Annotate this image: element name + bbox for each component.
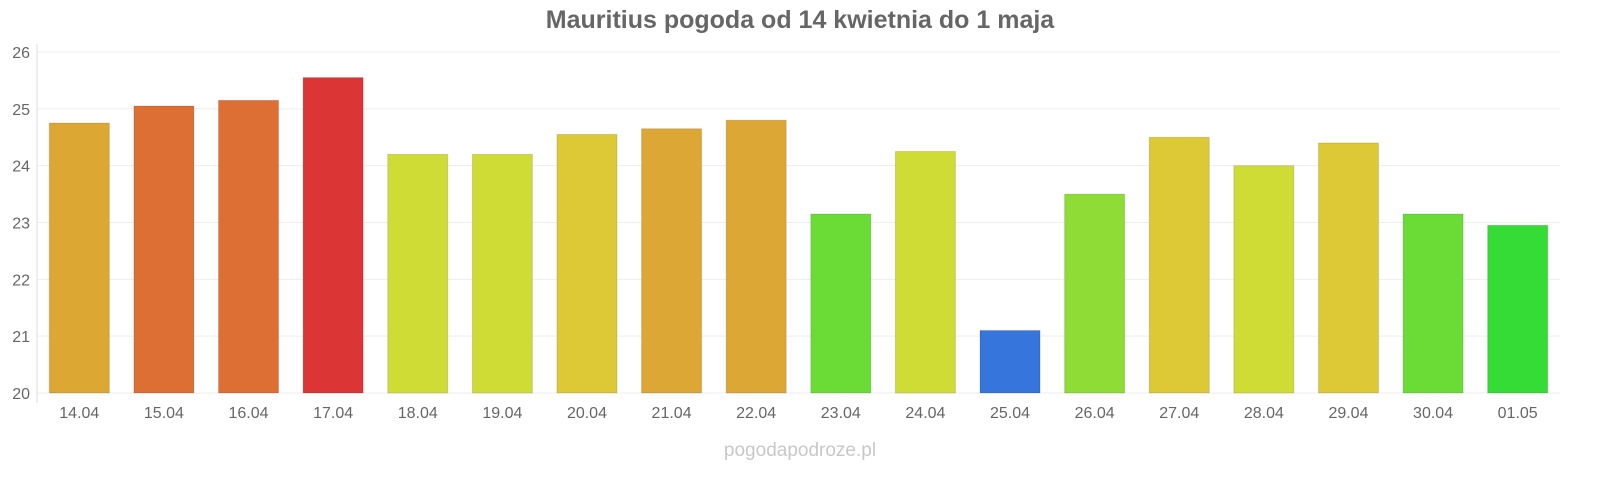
y-tick-label: 22	[12, 272, 30, 289]
x-tick-label: 16.04	[229, 405, 269, 422]
bar	[471, 153, 533, 394]
bar	[1148, 136, 1210, 394]
x-tick-label: 29.04	[1328, 405, 1368, 422]
x-tick-label: 25.04	[990, 405, 1030, 422]
x-tick-label: 01.05	[1498, 405, 1538, 422]
x-tick-label: 22.04	[736, 405, 776, 422]
y-tick-label: 24	[12, 159, 30, 176]
x-tick-label: 24.04	[905, 405, 945, 422]
y-tick-label: 25	[12, 102, 30, 119]
bar	[133, 105, 195, 394]
bar	[641, 128, 703, 394]
x-tick-label: 30.04	[1413, 405, 1453, 422]
x-tick-label: 26.04	[1075, 405, 1115, 422]
bar	[1233, 165, 1295, 394]
x-tick-label: 15.04	[144, 405, 184, 422]
y-tick-label: 20	[12, 386, 30, 403]
x-tick-label: 21.04	[652, 405, 692, 422]
bar	[894, 150, 956, 394]
x-tick-label: 19.04	[482, 405, 522, 422]
x-tick-label: 14.04	[59, 405, 99, 422]
footer-watermark[interactable]: pogodapodroze.pl	[723, 440, 877, 461]
x-tick-label: 17.04	[313, 405, 353, 422]
x-tick-label: 18.04	[398, 405, 438, 422]
bar	[1487, 224, 1549, 394]
bar	[725, 119, 787, 394]
y-tick-label: 26	[12, 45, 30, 62]
y-tick-label: 23	[12, 216, 30, 233]
x-tick-label: 28.04	[1244, 405, 1284, 422]
x-tick-label: 20.04	[567, 405, 607, 422]
bar	[1402, 213, 1464, 394]
x-tick-label: 23.04	[821, 405, 861, 422]
bar	[979, 329, 1041, 394]
bar	[302, 77, 364, 394]
bar	[48, 122, 110, 394]
bar	[217, 99, 280, 394]
bar	[387, 153, 449, 394]
x-tick-label: 27.04	[1159, 405, 1199, 422]
bar	[810, 213, 872, 394]
bar	[1064, 193, 1126, 394]
y-tick-label: 21	[12, 329, 30, 346]
chart-title: Mauritius pogoda od 14 kwietnia do 1 maj…	[545, 6, 1055, 34]
bar	[1317, 142, 1380, 394]
bar	[556, 133, 618, 394]
